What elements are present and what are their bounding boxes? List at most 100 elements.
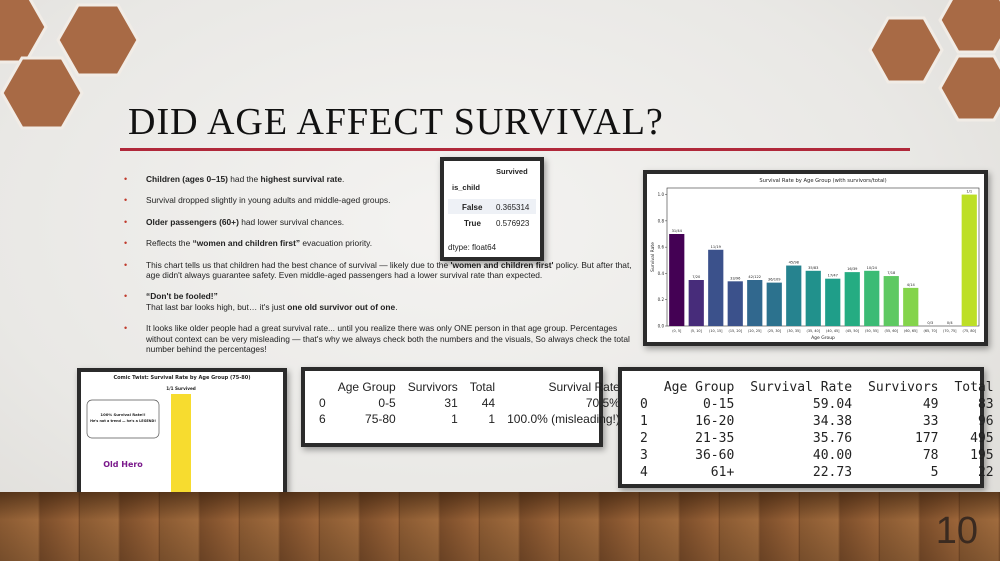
table-cell: 0-5	[378, 396, 396, 410]
survived-series-panel: Survived is_child False 0.365314 True 0.…	[440, 157, 544, 261]
x-tick-label: (20, 25]	[748, 329, 762, 333]
table-cell: 83	[977, 397, 994, 412]
bullet-item: • “Don't be fooled!” That last bar looks h…	[124, 291, 644, 312]
bullet-bold-text: Children (ages 0–15)	[146, 174, 228, 184]
table-row: 1 16-20 34.38 33 96	[632, 413, 1000, 430]
comic-twist-bar-chart: Comic Twist: Survival Rate by Age Group …	[86, 375, 251, 518]
bar-value-label: 0/4	[947, 321, 953, 325]
series-row-label: False	[462, 203, 483, 212]
bar	[883, 276, 899, 326]
table-cell: 6	[319, 412, 326, 426]
bar-value-label: 11/19	[711, 245, 722, 249]
bar-value-label: 31/44	[672, 229, 683, 233]
table-cell: 1	[488, 412, 496, 426]
table-cell: 0	[640, 397, 648, 412]
bullet-marker: •	[124, 216, 128, 227]
bar-value-label: 1/1 Survived	[166, 386, 196, 391]
y-tick-label: 1.0	[658, 192, 665, 197]
table-row: 3 36-60 40.00 78 195	[632, 447, 1000, 464]
y-tick-label: 0.2	[658, 297, 665, 302]
bullet-text: evacuation priority.	[300, 238, 373, 249]
bullet-marker: •	[124, 291, 128, 302]
grouped-age-table: Age Group Survival Rate Survivors Total 0 0-1…	[632, 379, 1000, 481]
survival-rate-bar-chart: Survival Rate by Age Group (with survivo…	[650, 178, 980, 341]
bullet-item: • Survival dropped slightly in young adul…	[124, 195, 644, 205]
slide-number: 10	[935, 510, 978, 552]
misleading-table: Age Group Survivors Total Survival Rate 0 0-5…	[313, 379, 626, 427]
x-tick-label: (15, 20]	[729, 329, 743, 333]
bullet-bold-text: “Don't be fooled!”	[146, 291, 218, 302]
column-header: Survival Rate	[750, 380, 853, 395]
survival-rate-chart-panel: Survival Rate by Age Group (with survivo…	[643, 170, 988, 346]
y-axis-label: Survival Rate	[650, 242, 656, 272]
x-tick-label: (45, 50]	[846, 329, 860, 333]
column-header: Total	[469, 380, 496, 394]
table-row: 4 61+ 22.73 5 22	[632, 464, 1000, 481]
chart-title: Comic Twist: Survival Rate by Age Group …	[113, 375, 250, 381]
x-axis-label: Age Group	[811, 335, 835, 341]
column-header: Survivors	[868, 380, 939, 395]
bullet-marker: •	[124, 174, 128, 184]
table-cell: 40.00	[812, 448, 853, 463]
annotation-box	[86, 399, 160, 439]
x-tick-label: (70, 75]	[943, 329, 957, 333]
column-header: Age Group	[337, 380, 396, 394]
table-cell: 100.0% (misleading!)	[507, 412, 620, 426]
misleading-table-panel: Age Group Survivors Total Survival Rate 0 0-5…	[301, 367, 620, 447]
bar-value-label: 45/98	[789, 261, 800, 265]
y-tick-label: 0.6	[658, 245, 665, 250]
table-cell: 21-35	[695, 431, 735, 446]
bullet-bold-text: one old survivor out of one	[287, 301, 396, 312]
bar-value-label: 7/18	[887, 271, 896, 275]
x-tick-label: (0, 5]	[672, 329, 682, 333]
column-header	[632, 379, 656, 396]
x-tick-label: (75, 80]	[963, 329, 977, 333]
bar	[766, 282, 782, 326]
table-row: 0 0-15 59.04 49 83	[632, 396, 1000, 413]
column-header: Survivors	[407, 380, 458, 394]
bar	[727, 281, 743, 326]
bullet-item: • It looks like older people had a great …	[124, 323, 644, 354]
bullet-text: .	[342, 174, 345, 184]
bullet-text: Survival dropped slightly in young adult…	[146, 195, 391, 206]
bar	[747, 280, 763, 326]
y-tick-label: 0.0	[658, 324, 665, 329]
bar-value-label: 16/39	[847, 267, 858, 271]
table-cell: 3	[640, 448, 648, 463]
bar	[903, 287, 919, 326]
table-cell: 1	[451, 412, 458, 426]
bar-value-label: 33/96	[730, 276, 741, 280]
bullet-marker: •	[124, 238, 128, 249]
table-cell: 33	[922, 414, 939, 429]
wooden-floor	[0, 492, 1000, 561]
hexagon-decoration-right	[868, 0, 1000, 122]
x-tick-label: (60, 65]	[904, 329, 918, 333]
bullet-bold-text: 'women and children first'	[450, 259, 554, 270]
table-cell: 195	[970, 448, 994, 463]
table-cell: 177	[915, 431, 939, 446]
bullet-bold-text: Older passengers (60+)	[146, 216, 239, 227]
table-cell: 44	[481, 396, 496, 410]
column-header: Total	[954, 380, 994, 395]
bullet-item: • Children (ages 0–15) had the highest su…	[124, 174, 644, 184]
table-cell: 75-80	[365, 412, 396, 426]
bullet-bold-text: highest survival rate	[260, 174, 342, 184]
table-cell: 49	[922, 397, 939, 412]
bar	[669, 234, 685, 326]
table-cell: 36-60	[695, 448, 735, 463]
annotation-text: He's not a trend — he's a LEGEND!	[90, 419, 156, 423]
x-tick-label: (65, 70]	[924, 329, 938, 333]
series-row-value: 0.576923	[496, 219, 530, 228]
bar	[864, 270, 880, 326]
x-tick-label: (5, 10]	[691, 329, 703, 333]
bar-value-label: 7/20	[692, 275, 701, 279]
bar-value-label: 35/83	[808, 266, 818, 270]
bar	[688, 280, 704, 326]
bar-value-label: 17/47	[828, 274, 838, 278]
bar	[961, 194, 977, 326]
table-row: 2 21-35 35.76 177 495	[632, 430, 1000, 447]
bar-value-label: 10/24	[867, 266, 878, 270]
table-cell: 16-20	[695, 414, 735, 429]
y-tick-label: 0.4	[658, 271, 665, 276]
bar-value-label: 42/122	[748, 275, 761, 279]
